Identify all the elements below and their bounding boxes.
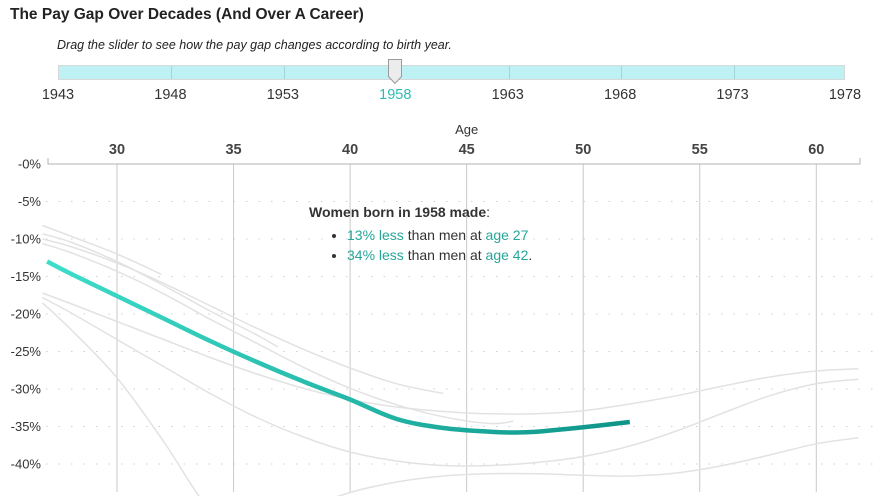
annotation-bullet-1: 13% less than men at age 27 bbox=[347, 226, 589, 245]
annotation-colon: : bbox=[486, 204, 491, 220]
stat-value: 34% less bbox=[347, 247, 404, 263]
slider-tick-mark bbox=[621, 66, 623, 79]
y-axis-tick-label: -25% bbox=[11, 344, 42, 359]
annotation-list: 13% less than men at age 27 34% less tha… bbox=[309, 226, 589, 265]
x-axis-tick-label: 45 bbox=[459, 142, 475, 158]
y-axis-tick-label: -35% bbox=[11, 419, 42, 434]
page-title: The Pay Gap Over Decades (And Over A Car… bbox=[10, 6, 364, 23]
annotation-heading: Women born in 1958 made bbox=[309, 204, 487, 220]
slider-year-label-1968[interactable]: 1968 bbox=[604, 87, 637, 103]
birth-year-slider-track[interactable] bbox=[58, 65, 845, 80]
cohort-line-born-1953 bbox=[42, 292, 859, 415]
cohort-line-born-1973 bbox=[42, 233, 279, 348]
y-axis-tick-label: -10% bbox=[11, 232, 42, 247]
slider-tick-mark bbox=[283, 66, 285, 79]
stat-mid-text: than men at bbox=[403, 227, 486, 243]
cohort-line-born-1963 bbox=[42, 242, 514, 425]
x-axis-domain-line bbox=[47, 158, 861, 165]
y-axis-tick-label: -30% bbox=[11, 382, 42, 397]
stat-end: . bbox=[528, 247, 533, 263]
annotation-bullet-2: 34% less than men at age 42. bbox=[347, 246, 589, 265]
stat-age: age 42 bbox=[485, 247, 529, 263]
slider-year-label-1943[interactable]: 1943 bbox=[41, 87, 75, 103]
stat-mid-text: than men at bbox=[403, 247, 486, 263]
slider-instruction: Drag the slider to see how the pay gap c… bbox=[57, 38, 452, 52]
slider-tick-mark bbox=[733, 66, 735, 79]
y-axis-tick-label: -15% bbox=[11, 269, 42, 284]
slider-year-labels: 1943 1948 1953 1958 1963 1968 1973 1978 bbox=[0, 87, 882, 105]
cohort-line-born-1948 bbox=[42, 296, 859, 467]
slider-year-label-1958[interactable]: 1958 bbox=[379, 87, 412, 103]
cohort-line-born-1943 bbox=[41, 302, 859, 496]
slider-year-label-1963[interactable]: 1963 bbox=[491, 87, 524, 103]
y-axis-tick-label: -0% bbox=[18, 157, 42, 172]
stat-age: age 27 bbox=[485, 227, 529, 243]
x-axis-tick-label: 35 bbox=[225, 142, 241, 158]
x-axis-title: Age bbox=[455, 122, 478, 137]
cohort-annotation: Women born in 1958 made: 13% less than m… bbox=[309, 203, 589, 266]
birth-year-slider-handle[interactable] bbox=[387, 58, 403, 85]
y-axis-tick-label: -20% bbox=[11, 307, 42, 322]
slider-year-label-1973[interactable]: 1973 bbox=[716, 87, 749, 103]
y-axis-tick-label: -40% bbox=[11, 457, 42, 472]
cohort-line-born-1968 bbox=[42, 238, 444, 395]
slider-tick-mark bbox=[508, 66, 510, 79]
cohort-line-born-1978 bbox=[42, 224, 162, 275]
x-axis-tick-label: 55 bbox=[692, 142, 708, 158]
y-axis-tick-label: -5% bbox=[18, 194, 42, 209]
x-axis-tick-label: 50 bbox=[575, 142, 591, 158]
slider-year-label-1953[interactable]: 1953 bbox=[266, 87, 299, 103]
pay-gap-chart: -0% -5% -10% -15% -20% -25% -30% -35% -40% 30 35 40… bbox=[11, 122, 880, 496]
x-axis-tick-label: 30 bbox=[109, 142, 125, 158]
slider-year-label-1978[interactable]: 1978 bbox=[828, 87, 862, 103]
slider-year-label-1948[interactable]: 1948 bbox=[154, 87, 187, 103]
x-axis-tick-label: 60 bbox=[808, 142, 824, 158]
stat-value: 13% less bbox=[347, 227, 404, 243]
slider-tick-mark bbox=[171, 66, 173, 79]
x-axis-tick-label: 40 bbox=[342, 142, 358, 158]
highlighted-cohort-line-1958 bbox=[46, 259, 631, 435]
